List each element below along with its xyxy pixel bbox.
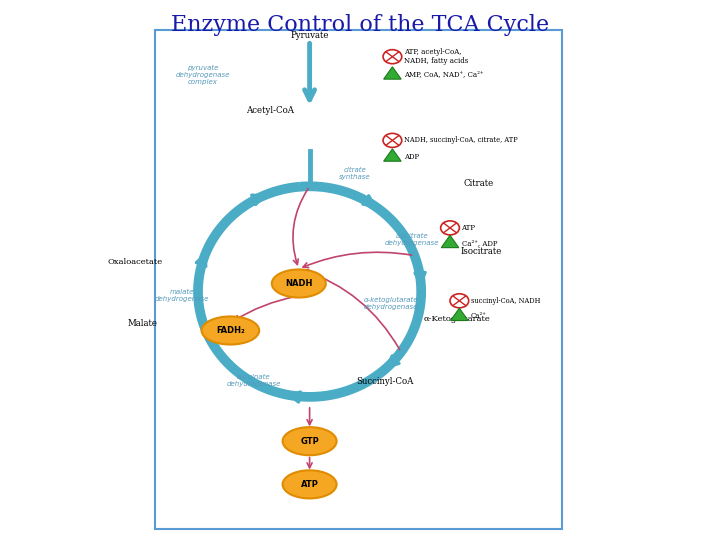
Polygon shape <box>441 235 459 248</box>
Text: Oxaloacetate: Oxaloacetate <box>108 258 163 266</box>
FancyArrowPatch shape <box>293 188 308 265</box>
Text: Acetyl-CoA: Acetyl-CoA <box>246 106 294 115</box>
Polygon shape <box>451 308 468 321</box>
Text: ATP, acetyl-CoA,
NADH, fatty acids: ATP, acetyl-CoA, NADH, fatty acids <box>404 48 468 65</box>
Text: succinyl-CoA, NADH: succinyl-CoA, NADH <box>471 297 540 305</box>
Text: succinate
dehydrogenase: succinate dehydrogenase <box>226 374 281 387</box>
Text: NADH: NADH <box>285 279 312 288</box>
Text: Isocitrate: Isocitrate <box>460 247 502 255</box>
FancyArrowPatch shape <box>234 296 296 320</box>
Text: ATP: ATP <box>301 480 318 489</box>
Text: FADH₂: FADH₂ <box>216 326 245 335</box>
Ellipse shape <box>202 316 259 345</box>
Text: Enzyme Control of the TCA Cycle: Enzyme Control of the TCA Cycle <box>171 14 549 36</box>
Text: Succinyl-CoA: Succinyl-CoA <box>356 377 414 386</box>
Text: Ca²⁺, ADP: Ca²⁺, ADP <box>462 239 497 247</box>
Text: α-Ketoglutarate: α-Ketoglutarate <box>424 315 490 322</box>
Text: isocitrate
dehydrogenase: isocitrate dehydrogenase <box>384 233 439 246</box>
Text: ATP: ATP <box>462 224 475 232</box>
FancyArrowPatch shape <box>303 252 412 267</box>
Text: AMP, CoA, NAD⁺, Ca²⁺: AMP, CoA, NAD⁺, Ca²⁺ <box>404 71 483 78</box>
Text: pyruvate
dehydrogenase
complex: pyruvate dehydrogenase complex <box>176 64 230 85</box>
FancyArrowPatch shape <box>303 269 400 349</box>
Text: GTP: GTP <box>300 437 319 445</box>
Text: Citrate: Citrate <box>464 179 494 188</box>
Text: Malate: Malate <box>127 320 158 328</box>
Text: Ca²⁺: Ca²⁺ <box>471 312 487 320</box>
Polygon shape <box>384 67 401 79</box>
Text: NADH, succinyl-CoA, citrate, ATP: NADH, succinyl-CoA, citrate, ATP <box>404 137 518 144</box>
Text: malate
dehydrogenase: malate dehydrogenase <box>154 289 209 302</box>
Ellipse shape <box>272 269 325 298</box>
Ellipse shape <box>283 470 337 498</box>
Text: Pyruvate: Pyruvate <box>290 31 329 39</box>
Text: citrate
synthase: citrate synthase <box>339 167 371 180</box>
Polygon shape <box>384 149 401 161</box>
Text: ADP: ADP <box>404 153 419 160</box>
Ellipse shape <box>283 427 337 455</box>
FancyBboxPatch shape <box>155 30 562 529</box>
Text: α-ketoglutarate
dehydrogenase: α-ketoglutarate dehydrogenase <box>364 297 418 310</box>
